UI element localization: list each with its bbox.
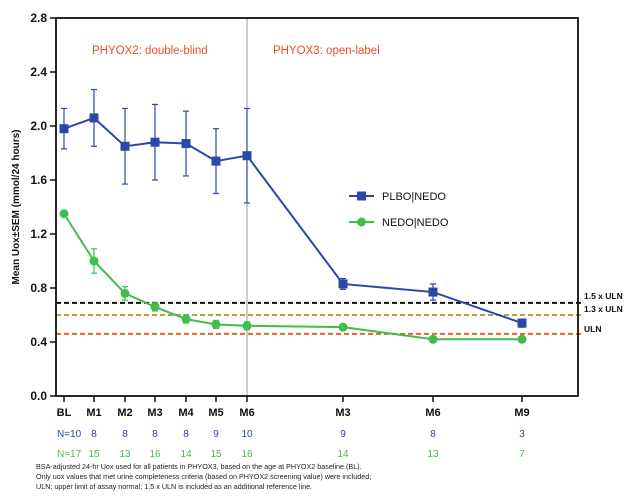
data-point bbox=[242, 151, 252, 161]
legend-swatch-marker bbox=[357, 191, 366, 201]
plot-area: 1.5 x ULN 1.3 x ULN ULN PHYOX2: double-blin… bbox=[11, 11, 623, 460]
data-point bbox=[181, 139, 191, 149]
x-tick-label: M3 bbox=[335, 407, 350, 419]
n-count: 13 bbox=[119, 449, 131, 460]
y-tick-label: 1.2 bbox=[30, 227, 47, 241]
y-tick-label: 0.8 bbox=[30, 281, 47, 295]
plot-frame bbox=[55, 17, 579, 397]
data-point bbox=[150, 302, 160, 312]
reference-label-3: ULN bbox=[584, 324, 601, 334]
data-point bbox=[211, 156, 221, 166]
data-point bbox=[428, 287, 438, 297]
data-point bbox=[242, 321, 252, 331]
n-count: 8 bbox=[122, 429, 128, 440]
n-count: 9 bbox=[340, 429, 346, 440]
n-count: 16 bbox=[149, 449, 161, 460]
x-tick-label: M2 bbox=[117, 407, 132, 419]
reference-label-2: 1.3 x ULN bbox=[584, 304, 623, 314]
x-tick-label: BL bbox=[57, 407, 72, 419]
data-point bbox=[89, 256, 99, 266]
data-point bbox=[120, 141, 130, 151]
data-point bbox=[59, 124, 69, 134]
legend-swatch-marker bbox=[357, 217, 366, 227]
y-tick-label: 0.4 bbox=[30, 335, 47, 349]
x-tick-label: M5 bbox=[208, 407, 223, 419]
data-point bbox=[338, 279, 348, 289]
n-count: 8 bbox=[91, 429, 97, 440]
y-tick-label: 2.8 bbox=[30, 11, 47, 25]
n-count: 9 bbox=[213, 429, 219, 440]
x-tick-label: M1 bbox=[86, 407, 101, 419]
footnote-1: BSA-adjusted 24-hr Uox used for all pati… bbox=[36, 462, 362, 471]
n-count: 8 bbox=[430, 429, 436, 440]
n-count: 7 bbox=[519, 449, 525, 460]
x-tick-label: M6 bbox=[239, 407, 254, 419]
x-tick-label: M3 bbox=[147, 407, 162, 419]
n-count: 14 bbox=[180, 449, 192, 460]
n-count: 14 bbox=[337, 449, 349, 460]
y-tick-label: 2.4 bbox=[30, 65, 47, 79]
data-point bbox=[59, 209, 69, 219]
y-tick-label: 0.0 bbox=[30, 389, 47, 403]
legend-label-nedo-nedo: NEDO|NEDO bbox=[382, 217, 449, 229]
footnote-2: Only uox values that met urine completen… bbox=[36, 472, 372, 481]
n-count: 10 bbox=[241, 429, 253, 440]
footnote-3: ULN: upper limit of assay normal; 1.5 x … bbox=[36, 482, 313, 491]
phase-label-open-label: PHYOX3: open-label bbox=[273, 45, 380, 57]
n-count-label: N=17 bbox=[57, 449, 82, 460]
n-count: 16 bbox=[241, 449, 253, 460]
data-point bbox=[120, 288, 130, 298]
n-count: 8 bbox=[152, 429, 158, 440]
series-line-nedo-nedo bbox=[63, 213, 522, 341]
x-tick-label: M9 bbox=[514, 407, 529, 419]
y-tick-label: 1.6 bbox=[30, 173, 47, 187]
n-count-label: N=10 bbox=[57, 429, 82, 440]
y-tick-label: 2.0 bbox=[30, 119, 47, 133]
legend-label-plbo-nedo: PLBO|NEDO bbox=[382, 191, 446, 203]
x-tick-label: M6 bbox=[425, 407, 440, 419]
data-point bbox=[338, 322, 348, 332]
n-count: 8 bbox=[183, 429, 189, 440]
data-point bbox=[181, 314, 191, 324]
data-point bbox=[517, 334, 527, 344]
y-axis-label: Mean Uox±SEM (mmol/24 hours) bbox=[11, 130, 22, 285]
series-line-plbo-nedo bbox=[63, 116, 523, 325]
n-count: 15 bbox=[88, 449, 100, 460]
data-point bbox=[428, 334, 438, 344]
n-count: 3 bbox=[519, 429, 525, 440]
data-point bbox=[211, 319, 221, 329]
reference-label-1: 1.5 x ULN bbox=[584, 291, 623, 301]
n-count: 13 bbox=[427, 449, 439, 460]
n-count: 15 bbox=[210, 449, 222, 460]
data-point bbox=[517, 318, 527, 328]
x-tick-label: M4 bbox=[178, 407, 194, 419]
data-point bbox=[89, 113, 99, 123]
phase-label-double-blind: PHYOX2: double-blind bbox=[92, 45, 208, 57]
data-point bbox=[150, 137, 160, 147]
